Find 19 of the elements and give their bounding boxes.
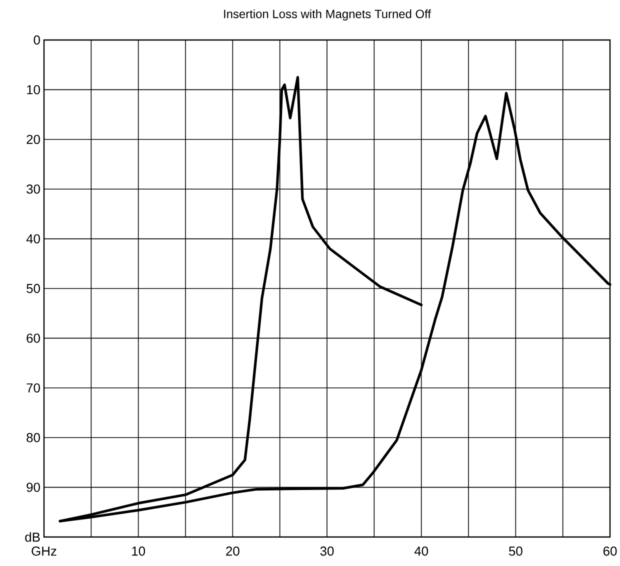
y-tick-label: dB <box>25 532 40 542</box>
chart-title: Insertion Loss with Magnets Turned Off <box>224 9 431 21</box>
y-tick-label: 70 <box>26 383 40 392</box>
x-tick-label: 10 <box>132 546 146 556</box>
x-tick-label: 20 <box>226 546 240 556</box>
y-tick-label: 90 <box>26 482 40 492</box>
y-tick-label: 60 <box>26 334 40 343</box>
x-tick-label: GHz <box>32 546 56 556</box>
x-tick-label: 50 <box>508 546 522 556</box>
y-tick-label: 50 <box>26 284 40 294</box>
y-tick-label: 40 <box>26 234 40 244</box>
y-tick-label: 30 <box>26 184 40 194</box>
y-tick-label: 80 <box>26 433 40 442</box>
y-tick-label: 10 <box>27 85 40 94</box>
x-tick-label: 40 <box>414 546 428 556</box>
x-tick-label: 30 <box>320 546 334 556</box>
y-tick-label: 0 <box>34 35 40 45</box>
y-tick-label: 20 <box>26 134 40 144</box>
x-tick-label: 60 <box>603 546 617 556</box>
